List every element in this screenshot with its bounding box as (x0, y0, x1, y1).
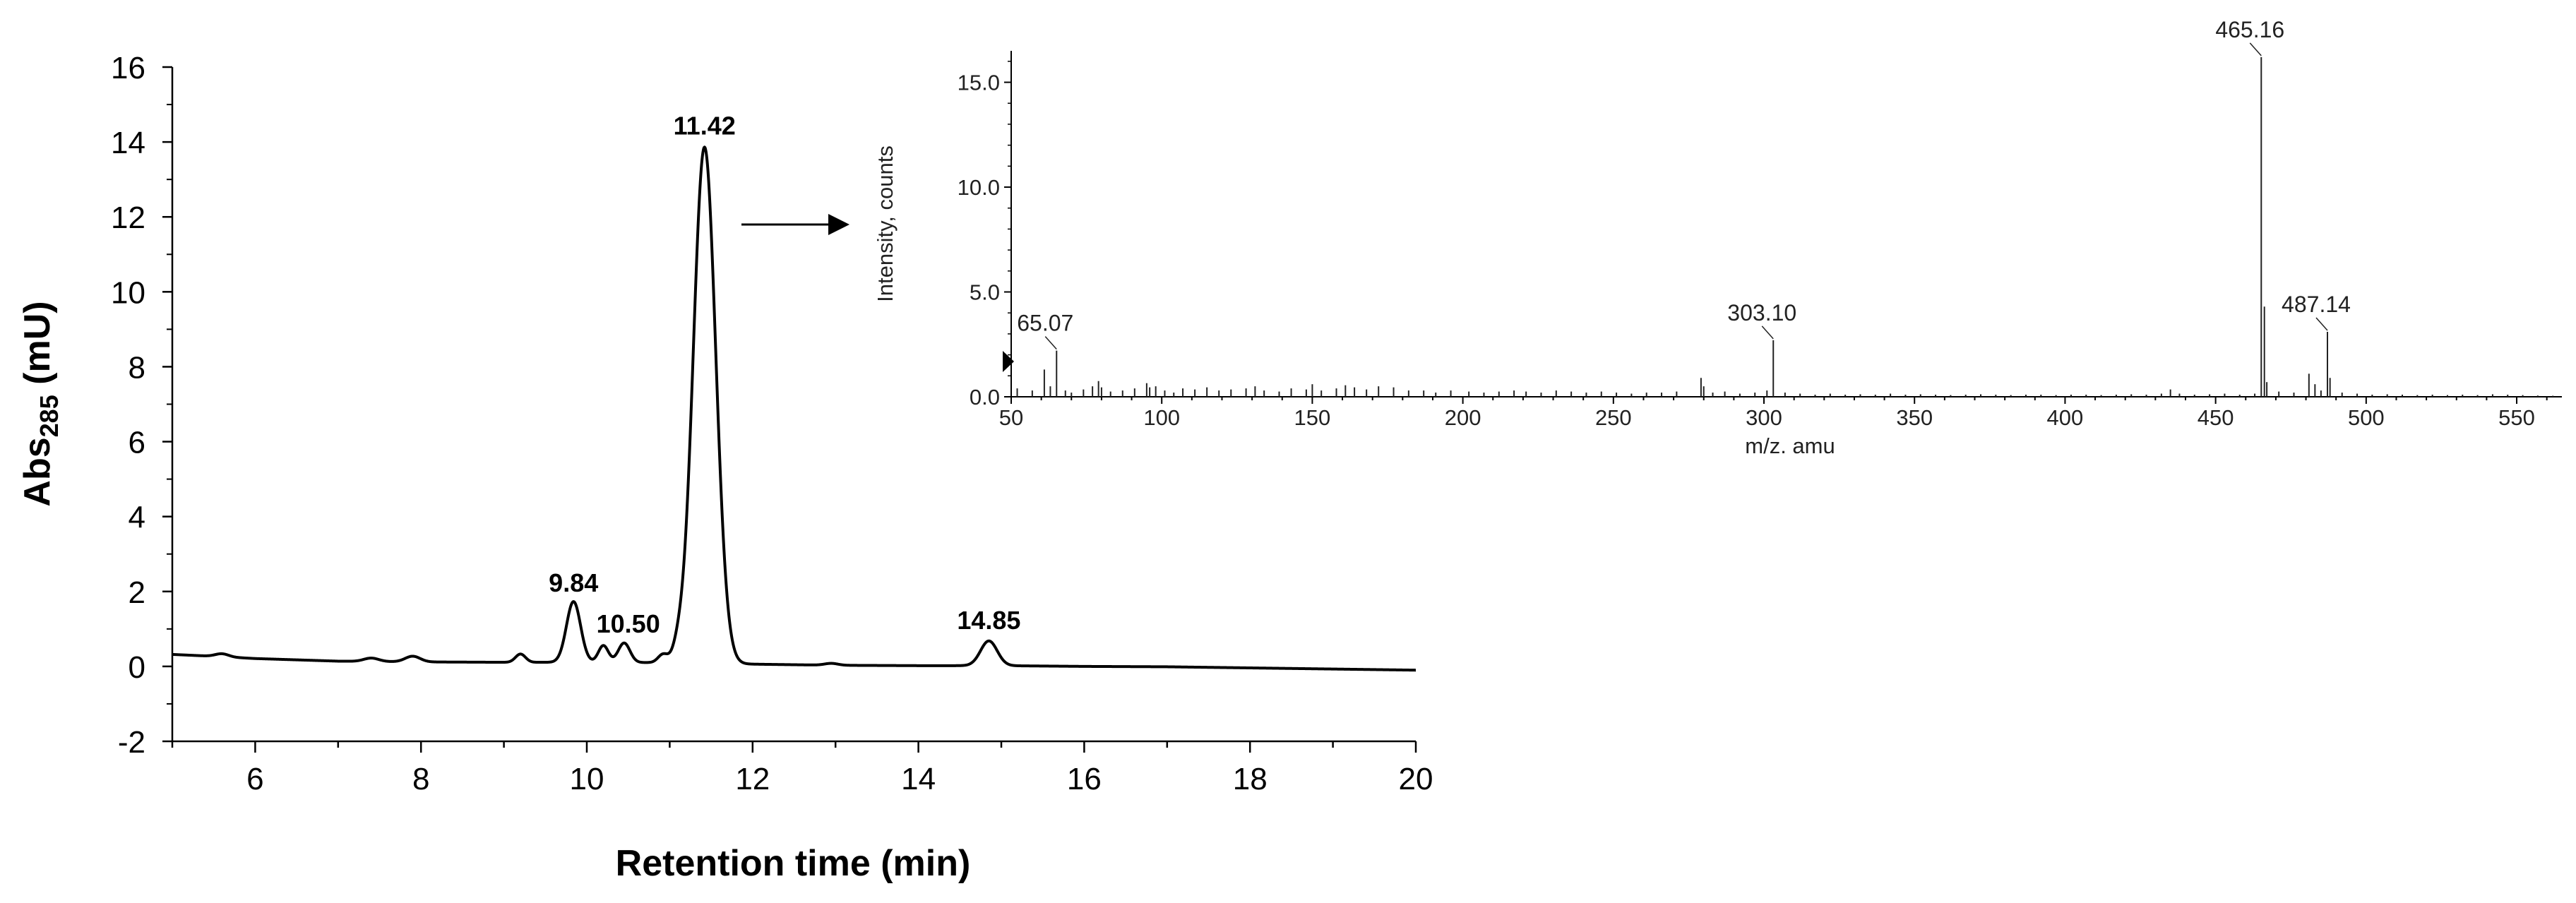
spectrum-x-tick-label: 550 (2498, 405, 2535, 430)
peak-label: 11.42 (674, 112, 736, 140)
chromatogram-x-ticks: 6 8 10 12 14 16 18 20 (171, 741, 1433, 796)
y-tick-label: 4 (129, 501, 145, 535)
spectrum-x-tick-label: 200 (1445, 405, 1481, 430)
y-tick-label: 2 (129, 575, 145, 610)
x-tick-label: 14 (901, 762, 936, 796)
chromatogram: -2 0 2 4 6 8 10 12 14 16 6 8 10 12 14 16 18 20 9.84 10.50… (17, 51, 1433, 884)
y-tick-label: 14 (111, 126, 145, 160)
y-tick-label: 8 (129, 350, 145, 385)
spectrum-x-tick-label: 50 (999, 405, 1023, 430)
mass-spectrum: 0.0 5.0 10.0 15.0 50 100 150 200 250 300 350 400 45… (873, 17, 2562, 458)
spectrum-x-tick-label: 500 (2348, 405, 2385, 430)
spectrum-x-tick-label: 100 (1143, 405, 1180, 430)
annotation-leader (1044, 336, 1057, 350)
spectrum-y-ticks: 0.0 5.0 10.0 15.0 (958, 61, 1011, 409)
x-tick-label: 12 (735, 762, 770, 796)
annotation-leader (2315, 317, 2328, 331)
y-tick-label: 10 (111, 275, 145, 310)
y-tick-label: 16 (111, 51, 145, 85)
spectrum-annotations: 65.07 303.10 465.16 487.14 (1017, 17, 2351, 350)
chromatogram-x-axis-title: Retention time (min) (616, 843, 971, 884)
x-tick-label: 6 (246, 762, 263, 796)
y-tick-label: 12 (111, 201, 145, 235)
spectrum-peak-label: 65.07 (1017, 311, 1073, 336)
x-tick-label: 16 (1067, 762, 1102, 796)
spectrum-x-tick-label: 450 (2198, 405, 2234, 430)
spectrum-x-tick-label: 400 (2047, 405, 2084, 430)
annotation-leader (2249, 42, 2262, 56)
spectrum-x-tick-label: 150 (1294, 405, 1331, 430)
chromatogram-peak-labels: 9.84 10.50 11.42 14.85 (549, 112, 1020, 639)
y-tick-label: -2 (118, 725, 145, 760)
chromatogram-y-ticks: -2 0 2 4 6 8 10 12 14 16 (111, 51, 172, 760)
peak-label: 9.84 (549, 568, 598, 597)
spectrum-y-tick-label: 15.0 (958, 71, 1000, 95)
x-tick-label: 18 (1233, 762, 1268, 796)
spectrum-y-tick-label: 0.0 (970, 385, 1000, 409)
annotation-leader (1761, 325, 1774, 340)
y-tick-label: 0 (129, 650, 145, 685)
peak-label: 14.85 (957, 606, 1020, 635)
spectrum-x-tick-label: 350 (1896, 405, 1933, 430)
spectrum-peak-label: 465.16 (2215, 17, 2284, 42)
spectrum-x-ticks: 50 100 150 200 250 300 350 400 450 500 550 (999, 397, 2548, 430)
spectrum-x-tick-label: 250 (1595, 405, 1632, 430)
spectrum-x-tick-label: 300 (1746, 405, 1782, 430)
spectrum-peak-label: 303.10 (1727, 300, 1796, 325)
x-tick-label: 8 (412, 762, 429, 796)
chromatogram-y-axis-title: Abs285 (mU) (17, 301, 64, 506)
spectrum-axis-marker-icon (1003, 351, 1014, 372)
spectrum-y-axis-title: Intensity, counts (873, 145, 898, 302)
x-tick-label: 10 (570, 762, 604, 796)
spectrum-x-axis-title: m/z. amu (1745, 433, 1835, 458)
spectrum-peak-label: 487.14 (2282, 292, 2351, 317)
y-tick-label: 6 (129, 426, 145, 460)
spectrum-bars (1016, 56, 2554, 397)
spectrum-y-tick-label: 10.0 (958, 175, 1000, 200)
chromatogram-trace (171, 145, 1417, 672)
x-tick-label: 20 (1399, 762, 1433, 796)
peak-label: 10.50 (597, 609, 660, 638)
spectrum-y-tick-label: 5.0 (970, 280, 1000, 305)
